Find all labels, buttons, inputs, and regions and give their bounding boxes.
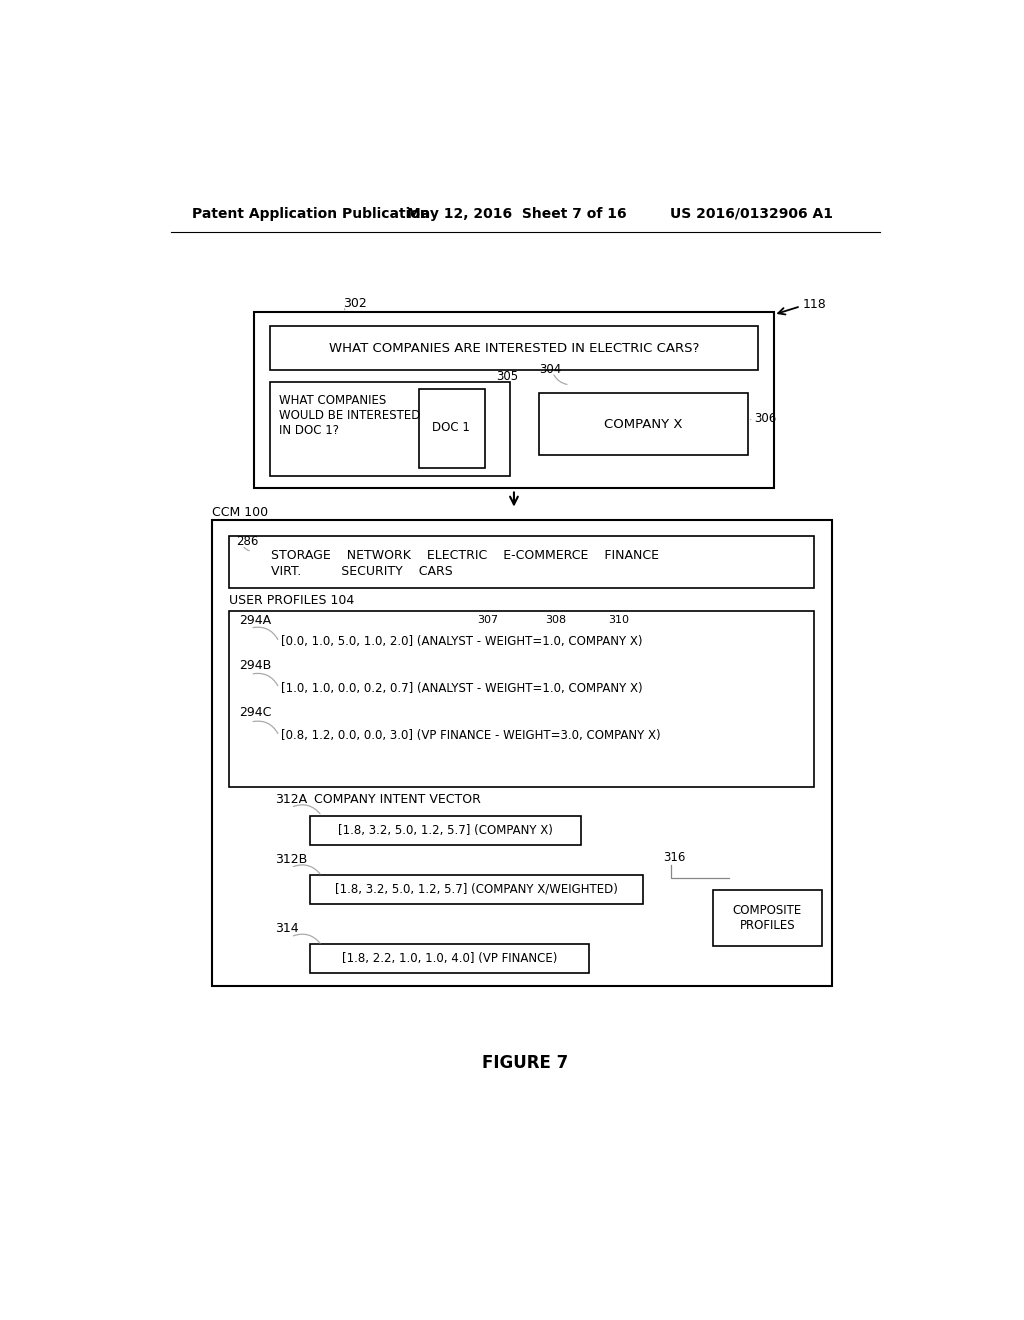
Text: IN DOC 1?: IN DOC 1? [280,424,339,437]
Text: WHAT COMPANIES: WHAT COMPANIES [280,395,386,408]
Bar [228,611,814,787]
Text: WHAT COMPANIES ARE INTERESTED IN ELECTRIC CARS?: WHAT COMPANIES ARE INTERESTED IN ELECTRI… [329,342,699,355]
Bar [310,816,582,845]
Text: STORAGE    NETWORK    ELECTRIC    E-COMMERCE    FINANCE: STORAGE NETWORK ELECTRIC E-COMMERCE FINA… [271,549,659,562]
Text: 308: 308 [545,615,566,626]
Text: FIGURE 7: FIGURE 7 [481,1055,568,1072]
Bar [310,875,643,904]
Text: 294A: 294A [239,614,271,627]
Text: May 12, 2016  Sheet 7 of 16: May 12, 2016 Sheet 7 of 16 [407,207,627,220]
Bar [212,520,831,986]
Text: 312A: 312A [275,792,307,805]
Text: CCM 100: CCM 100 [212,506,268,519]
Text: 294B: 294B [239,659,271,672]
Text: Patent Application Publication: Patent Application Publication [191,207,429,220]
Text: [0.0, 1.0, 5.0, 1.0, 2.0] (ANALYST - WEIGHT=1.0, COMPANY X): [0.0, 1.0, 5.0, 1.0, 2.0] (ANALYST - WEI… [282,635,643,648]
Text: US 2016/0132906 A1: US 2016/0132906 A1 [671,207,834,220]
Text: 307: 307 [477,615,498,626]
Text: 294C: 294C [239,706,271,719]
Text: COMPANY INTENT VECTOR: COMPANY INTENT VECTOR [314,792,481,805]
Bar [228,536,814,589]
Bar [713,890,821,946]
Text: [1.0, 1.0, 0.0, 0.2, 0.7] (ANALYST - WEIGHT=1.0, COMPANY X): [1.0, 1.0, 0.0, 0.2, 0.7] (ANALYST - WEI… [282,681,643,694]
Text: [1.8, 3.2, 5.0, 1.2, 5.7] (COMPANY X): [1.8, 3.2, 5.0, 1.2, 5.7] (COMPANY X) [338,824,553,837]
Bar [310,944,589,973]
Text: 302: 302 [343,297,368,310]
Bar [270,381,510,475]
Text: 305: 305 [496,370,518,383]
Text: [1.8, 3.2, 5.0, 1.2, 5.7] (COMPANY X/WEIGHTED): [1.8, 3.2, 5.0, 1.2, 5.7] (COMPANY X/WEI… [335,883,618,896]
Text: 312B: 312B [275,853,307,866]
Text: USER PROFILES 104: USER PROFILES 104 [228,594,354,607]
Bar [254,313,773,488]
Text: 306: 306 [755,412,776,425]
Bar [539,393,748,455]
Text: DOC 1: DOC 1 [432,421,470,434]
Text: WOULD BE INTERESTED: WOULD BE INTERESTED [280,409,421,422]
Text: 310: 310 [608,615,630,626]
Text: COMPOSITE
PROFILES: COMPOSITE PROFILES [733,904,802,932]
Text: 118: 118 [802,298,826,312]
Text: [1.8, 2.2, 1.0, 1.0, 4.0] (VP FINANCE): [1.8, 2.2, 1.0, 1.0, 4.0] (VP FINANCE) [342,952,557,965]
Text: COMPANY X: COMPANY X [604,417,683,430]
Text: 304: 304 [539,363,561,376]
Text: 314: 314 [275,921,299,935]
Text: 316: 316 [663,851,685,865]
Bar [419,388,484,469]
Text: [0.8, 1.2, 0.0, 0.0, 3.0] (VP FINANCE - WEIGHT=3.0, COMPANY X): [0.8, 1.2, 0.0, 0.0, 3.0] (VP FINANCE - … [282,730,662,742]
Bar [270,326,758,370]
Text: 286: 286 [237,536,259,548]
Text: VIRT.          SECURITY    CARS: VIRT. SECURITY CARS [271,565,454,578]
